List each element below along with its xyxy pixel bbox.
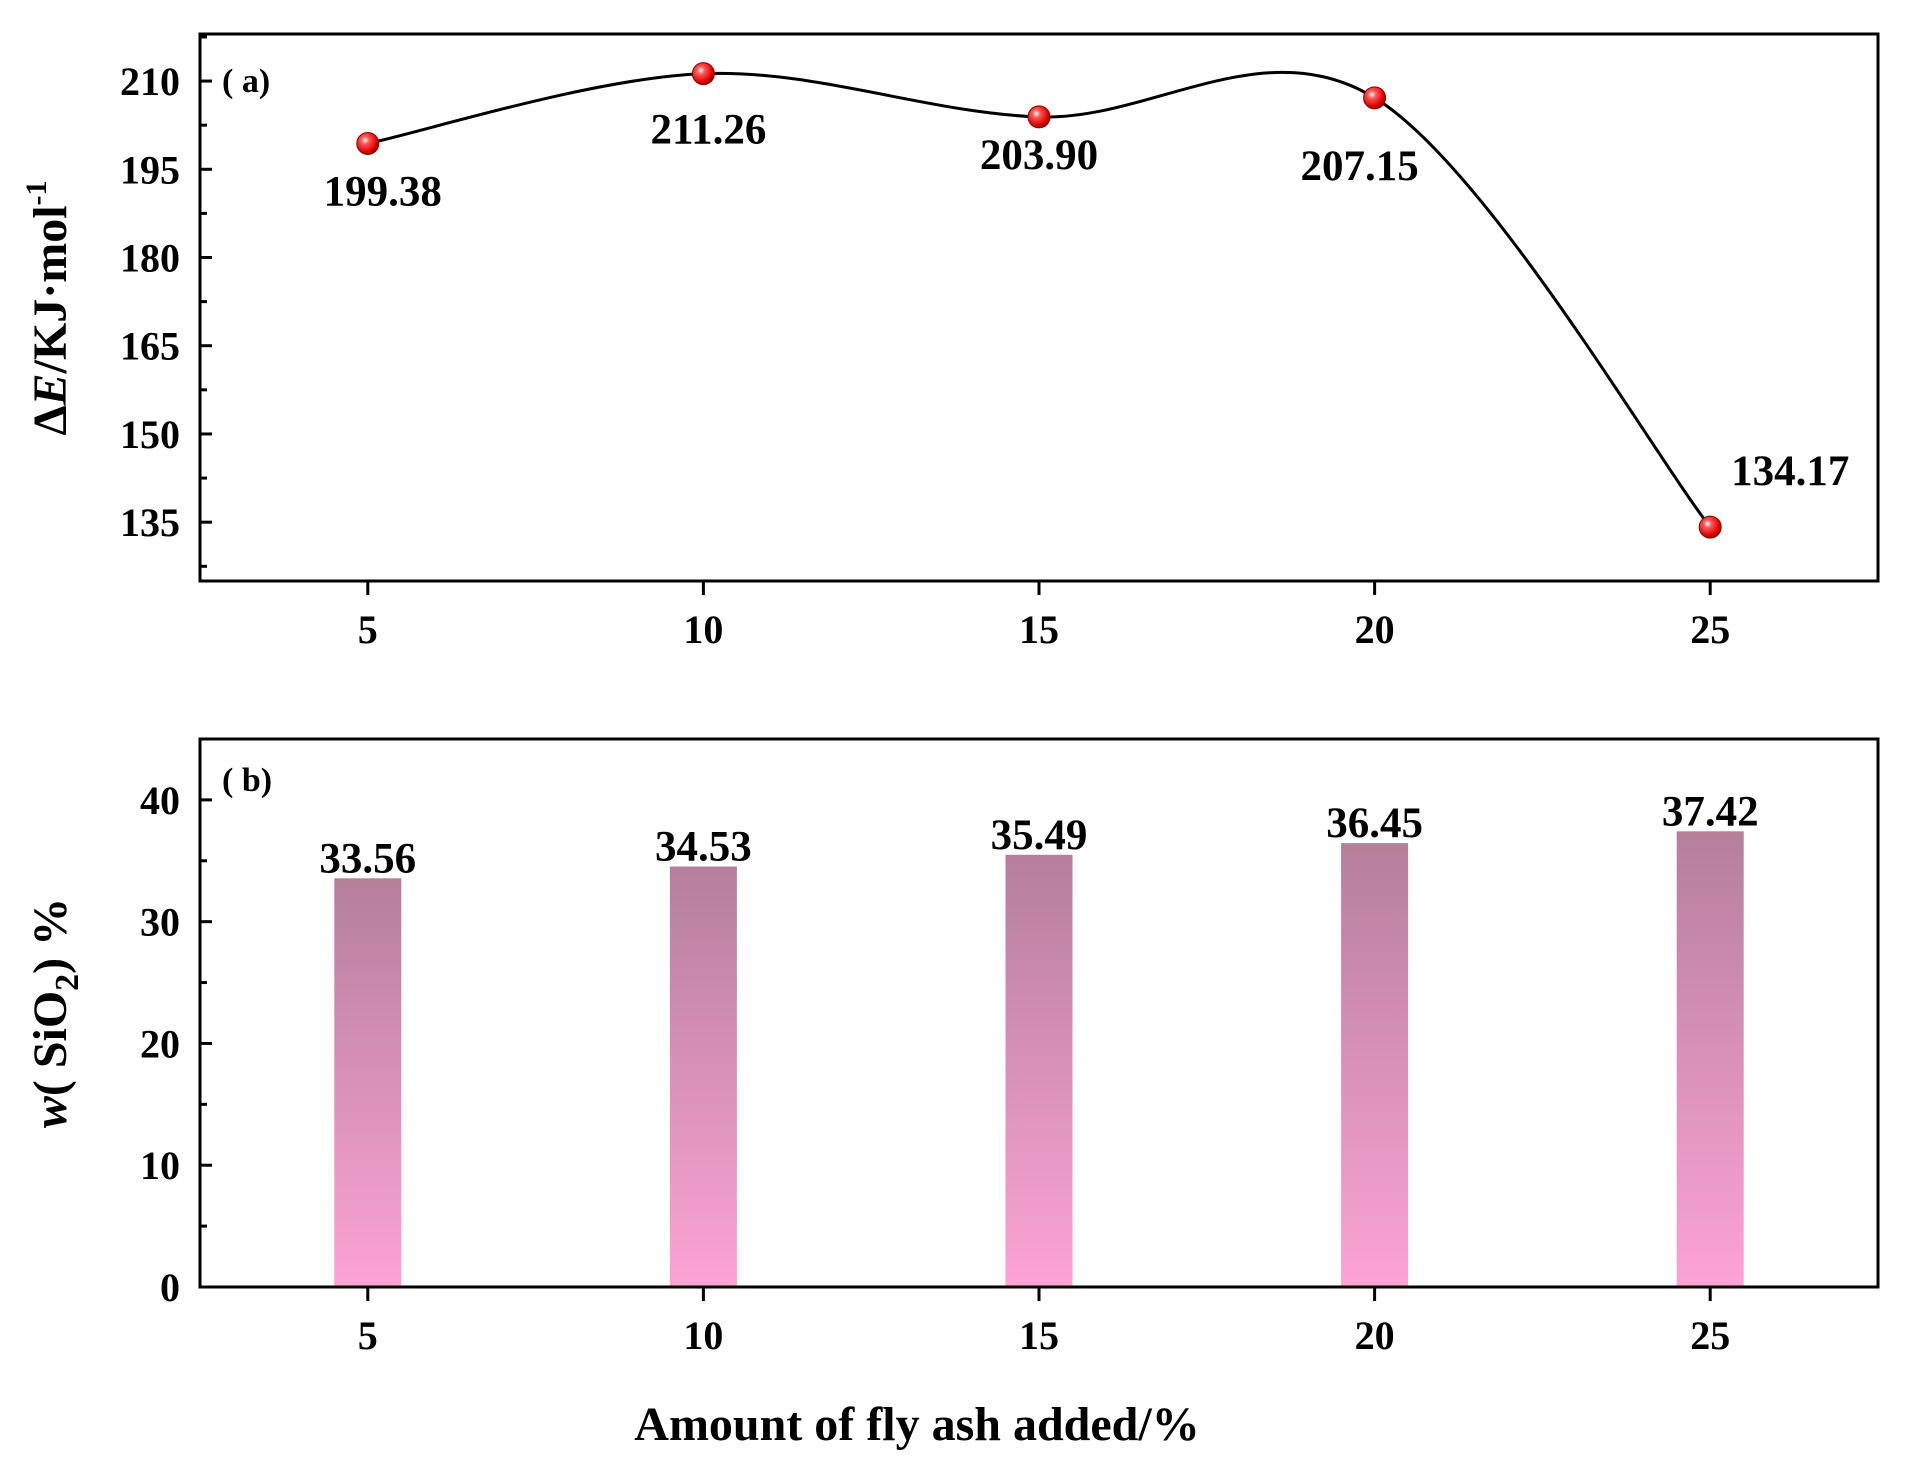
panel-b-x-tick-label: 5 <box>358 1313 378 1358</box>
panel-a-data-point <box>1027 105 1051 129</box>
panel-a-line-chart: 135 150 165 180 195 210 5 10 15 20 25 199.38 211.2… <box>20 32 1880 652</box>
panel-b-bar <box>669 866 737 1287</box>
panel-a-y-tick-label: 195 <box>120 147 180 192</box>
panel-a-y-tick-label: 210 <box>120 59 180 104</box>
panel-a-markers <box>356 62 1722 539</box>
panel-a-data-label: 207.15 <box>1300 143 1418 190</box>
panel-a-x-tick-label: 5 <box>358 607 378 652</box>
panel-a-x-tick-label: 20 <box>1355 607 1395 652</box>
panel-b-bar <box>1676 831 1744 1287</box>
panel-b-y-tick-labels: 0 10 20 30 40 <box>140 778 180 1310</box>
x-axis-title: Amount of fly ash added/% <box>634 1398 1199 1451</box>
panel-b-bar <box>1005 854 1073 1287</box>
panel-a-data-label: 199.38 <box>324 169 442 216</box>
panel-a-data-point <box>1363 86 1387 110</box>
panel-b-data-label: 34.53 <box>655 824 752 871</box>
panel-b-data-label: 35.49 <box>991 812 1088 859</box>
panel-b-bar <box>334 878 402 1287</box>
panel-b-ticks <box>200 798 1712 1301</box>
panel-b-x-tick-label: 15 <box>1019 1313 1059 1358</box>
panel-a-data-point <box>356 132 380 156</box>
panel-a-label: ( a) <box>222 63 270 100</box>
panel-b-bars <box>334 831 1744 1287</box>
panel-a-y-axis-title: ΔE/KJ·mol-1 <box>20 180 77 435</box>
panel-a-data-label: 211.26 <box>650 107 766 154</box>
panel-b-data-label: 36.45 <box>1326 800 1423 847</box>
panel-b-data-label: 37.42 <box>1662 788 1759 835</box>
panel-a-y-tick-label: 150 <box>120 412 180 457</box>
panel-b-bar-chart: 0 10 20 30 40 5 10 15 20 25 33.56 34.53 35.49 36.45… <box>24 737 1880 1451</box>
panel-b-y-axis-title: w( SiO2) % <box>24 898 86 1128</box>
panel-a-data-labels: 199.38 211.26 203.90 207.15 134.17 <box>324 107 1850 495</box>
panel-a-x-tick-label: 10 <box>683 607 723 652</box>
panel-a-ticks <box>200 35 1712 595</box>
panel-b-bar <box>1341 843 1409 1287</box>
panel-a-x-tick-labels: 5 10 15 20 25 <box>358 607 1730 652</box>
panel-b-x-tick-label: 10 <box>683 1313 723 1358</box>
panel-a-data-label: 203.90 <box>980 132 1098 179</box>
panel-b-x-tick-labels: 5 10 15 20 25 <box>358 1313 1730 1358</box>
panel-a-x-tick-label: 25 <box>1690 607 1730 652</box>
panel-a-y-tick-label: 180 <box>120 236 180 281</box>
panel-b-label: ( b) <box>222 762 272 799</box>
panel-b-y-tick-label: 40 <box>140 778 180 823</box>
panel-b-y-tick-label: 20 <box>140 1021 180 1066</box>
panel-b-y-tick-label: 10 <box>140 1143 180 1188</box>
panel-b-data-label: 33.56 <box>319 835 416 882</box>
panel-a-data-point <box>1698 515 1722 539</box>
panel-a-data-label: 134.17 <box>1731 448 1849 495</box>
panel-b-y-tick-label: 0 <box>160 1265 180 1310</box>
panel-a-y-tick-label: 135 <box>120 500 180 545</box>
panel-b-x-tick-label: 25 <box>1690 1313 1730 1358</box>
panel-b-x-tick-label: 20 <box>1355 1313 1395 1358</box>
panel-b-y-tick-label: 30 <box>140 900 180 945</box>
panel-a-data-point <box>691 62 715 86</box>
panel-b-data-labels: 33.56 34.53 35.49 36.45 37.42 <box>319 788 1758 882</box>
panel-a-x-tick-label: 15 <box>1019 607 1059 652</box>
panel-a-y-tick-label: 165 <box>120 324 180 369</box>
panel-a-curve <box>367 71 1712 528</box>
panel-a-y-tick-labels: 135 150 165 180 195 210 <box>120 59 180 545</box>
